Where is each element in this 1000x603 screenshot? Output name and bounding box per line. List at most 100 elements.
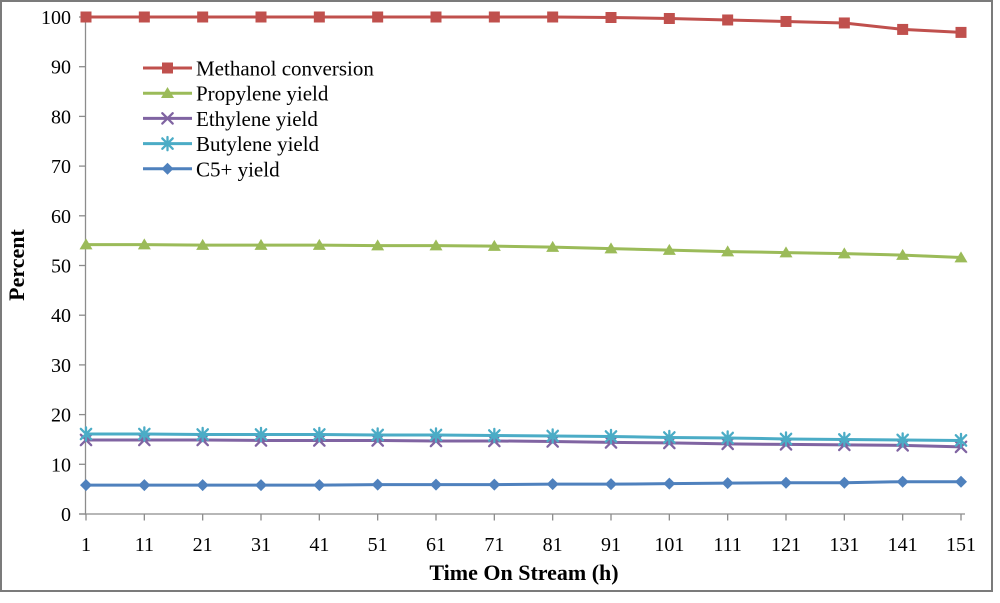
legend-label: Ethylene yield <box>196 107 318 131</box>
square-marker-icon <box>372 11 384 23</box>
y-tick-label: 80 <box>51 106 71 128</box>
asterisk-marker-icon <box>604 428 618 445</box>
diamond-marker-icon <box>838 476 851 489</box>
square-marker-icon <box>722 14 734 26</box>
square-marker-icon <box>138 11 150 23</box>
triangle-marker-icon <box>137 238 151 250</box>
asterisk-marker-icon <box>546 428 560 444</box>
asterisk-marker-icon <box>254 426 268 443</box>
y-tick-label: 90 <box>51 57 71 79</box>
triangle-marker-icon <box>161 87 174 98</box>
square-marker-icon <box>313 11 325 23</box>
x-tick-label: 91 <box>601 534 621 556</box>
triangle-marker-icon <box>604 242 618 254</box>
square-marker-icon <box>955 26 967 38</box>
diamond-marker-icon <box>161 162 174 175</box>
y-tick-label: 70 <box>51 156 71 178</box>
legend-label: C5+ yield <box>196 157 280 181</box>
triangle-marker-icon <box>896 248 910 260</box>
square-marker-icon <box>80 11 92 23</box>
asterisk-marker-icon <box>662 429 676 446</box>
series-line <box>86 480 961 487</box>
y-tick-label: 20 <box>51 405 71 427</box>
legend-item: Propylene yield <box>143 82 329 106</box>
y-axis-title: Percent <box>4 229 29 301</box>
asterisk-marker-icon <box>312 426 326 443</box>
y-tick-label: 40 <box>51 305 71 327</box>
y-tick-label: 100 <box>41 7 71 29</box>
diamond-marker-icon <box>196 479 209 492</box>
triangle-marker-icon <box>837 247 851 259</box>
diamond-marker-icon <box>488 478 501 491</box>
x-tick-label: 31 <box>251 534 271 556</box>
y-tick-label: 50 <box>51 256 71 278</box>
x-tick-label: 41 <box>309 534 329 556</box>
square-marker-icon <box>780 15 792 27</box>
asterisk-marker-icon <box>721 430 735 446</box>
asterisk-marker-icon <box>954 432 968 449</box>
asterisk-marker-icon <box>487 427 501 444</box>
square-marker-icon <box>547 11 559 23</box>
x-tick-label: 101 <box>654 534 684 556</box>
x-tick-label: 81 <box>543 534 563 556</box>
series-propylene-yield <box>79 238 968 263</box>
legend-label: Methanol conversion <box>196 57 374 81</box>
asterisk-marker-icon <box>837 431 851 448</box>
square-marker-icon <box>838 17 850 29</box>
x-tick-label: 131 <box>829 534 859 556</box>
legend-item: Methanol conversion <box>143 57 374 81</box>
x-tick-label: 151 <box>946 534 976 556</box>
triangle-marker-icon <box>312 238 326 250</box>
diamond-marker-icon <box>80 479 92 492</box>
diamond-marker-icon <box>371 478 384 491</box>
series-butylene-yield <box>79 426 968 449</box>
diamond-marker-icon <box>313 479 326 492</box>
x-tick-label: 111 <box>713 534 742 556</box>
x-tick-label: 61 <box>426 534 446 556</box>
asterisk-marker-icon <box>79 426 93 442</box>
x-tick-label: 11 <box>135 534 154 556</box>
triangle-marker-icon <box>721 245 735 257</box>
y-tick-label: 30 <box>51 355 71 377</box>
series-methanol-conversion <box>80 11 967 38</box>
triangle-marker-icon <box>79 238 93 250</box>
asterisk-marker-icon <box>161 135 174 152</box>
asterisk-marker-icon <box>137 426 151 442</box>
asterisk-marker-icon <box>196 426 210 443</box>
triangle-marker-icon <box>487 239 501 251</box>
triangle-marker-icon <box>371 239 385 251</box>
diamond-marker-icon <box>721 477 734 490</box>
triangle-marker-icon <box>954 251 968 263</box>
triangle-marker-icon <box>779 246 793 258</box>
square-marker-icon <box>897 23 909 35</box>
asterisk-marker-icon <box>779 431 793 447</box>
triangle-marker-icon <box>429 239 443 251</box>
diamond-marker-icon <box>955 475 967 488</box>
series-line <box>86 438 962 449</box>
square-marker-icon <box>488 11 500 23</box>
y-tick-label: 10 <box>51 454 71 476</box>
x-tick-label: 1 <box>81 534 91 556</box>
diamond-marker-icon <box>546 478 559 491</box>
triangle-marker-icon <box>662 243 676 255</box>
diamond-marker-icon <box>605 478 617 491</box>
asterisk-marker-icon <box>371 427 385 443</box>
square-marker-icon <box>663 12 675 24</box>
x-tick-label: 141 <box>888 534 918 556</box>
legend-item: C5+ yield <box>143 157 280 181</box>
y-tick-labels: 0 10 20 30 40 50 60 70 80 90 100 <box>41 7 71 526</box>
x-tick-label: 71 <box>484 534 504 556</box>
y-tick-label: 0 <box>61 504 71 526</box>
triangle-marker-icon <box>196 238 210 250</box>
x-tick-label: 21 <box>193 534 213 556</box>
square-marker-icon <box>162 62 173 74</box>
series-ethylene-yield <box>79 433 968 454</box>
legend-item: Ethylene yield <box>143 107 318 131</box>
series-line <box>86 432 962 442</box>
y-tick-label: 60 <box>51 206 71 228</box>
x-tick-labels: 1 11 21 31 41 51 61 71 81 91 101 111 121 131 141 151 <box>81 534 976 556</box>
figure-frame <box>0 0 993 592</box>
square-marker-icon <box>605 11 617 23</box>
